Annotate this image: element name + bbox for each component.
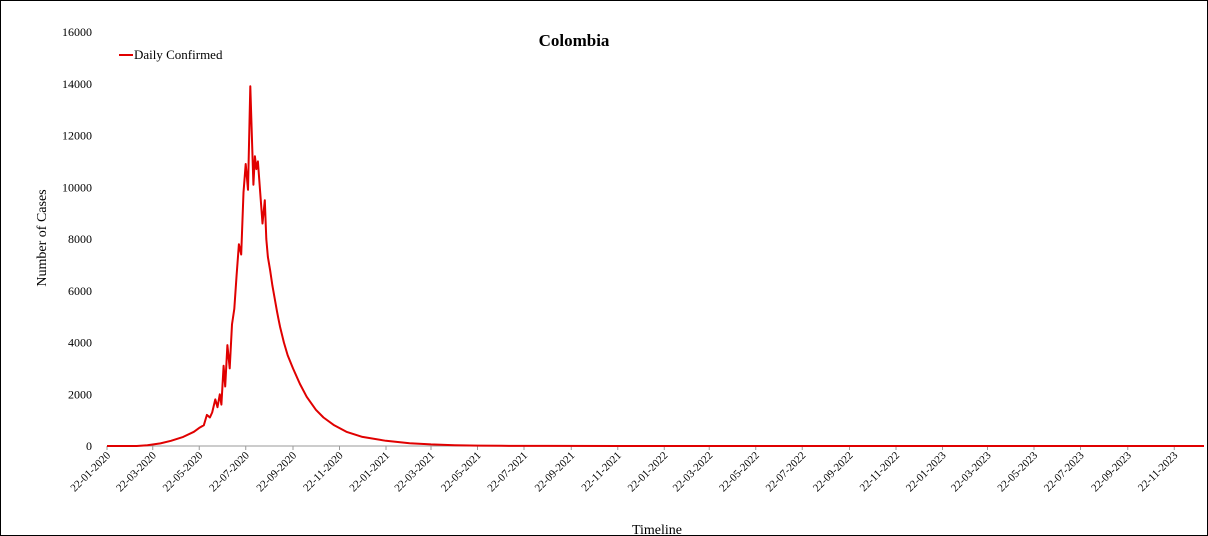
x-tick-label: 22-05-2020	[161, 449, 206, 494]
y-tick-label: 10000	[62, 180, 92, 194]
y-tick-label: 12000	[62, 129, 92, 143]
x-tick-label: 22-11-2020	[301, 449, 346, 494]
y-tick-label: 8000	[68, 232, 92, 246]
x-tick-label: 22-05-2022	[717, 450, 762, 495]
x-tick-label: 22-03-2023	[949, 449, 994, 494]
x-axis-label: Timeline	[632, 523, 682, 536]
chart-title: Colombia	[539, 31, 610, 50]
x-tick-label: 22-07-2023	[1042, 449, 1087, 494]
x-tick-label: 22-07-2022	[764, 450, 809, 495]
x-tick-label: 22-01-2021	[347, 450, 392, 495]
y-tick-label: 4000	[68, 336, 92, 350]
x-tick-label: 22-05-2023	[995, 449, 1040, 494]
series-line-daily-confirmed	[107, 85, 1204, 447]
x-tick-label: 22-07-2020	[207, 449, 252, 494]
x-tick-label: 22-11-2022	[858, 450, 902, 494]
y-tick-label: 6000	[68, 284, 92, 298]
x-tick-label: 22-03-2021	[392, 450, 437, 495]
x-tick-label: 22-03-2020	[114, 449, 159, 494]
y-tick-label: 2000	[68, 387, 92, 401]
x-tick-label: 22-01-2020	[68, 449, 113, 494]
x-tick-label: 22-09-2020	[254, 449, 299, 494]
x-tick-label: 22-01-2023	[904, 449, 949, 494]
x-tick-label: 22-11-2023	[1136, 449, 1181, 494]
y-tick-label: 0	[86, 439, 92, 453]
y-tick-label: 14000	[62, 77, 92, 91]
x-tick-label: 22-11-2021	[579, 450, 623, 494]
x-tick-label: 22-09-2021	[533, 450, 578, 495]
legend-label: Daily Confirmed	[134, 47, 223, 62]
y-tick-label: 16000	[62, 25, 92, 39]
x-tick-label: 22-09-2022	[811, 450, 856, 495]
y-axis-label: Number of Cases	[35, 189, 50, 286]
x-tick-label: 22-01-2022	[626, 450, 671, 495]
x-tick-label: 22-05-2021	[439, 450, 484, 495]
x-tick-label: 22-03-2022	[671, 450, 716, 495]
legend: Daily Confirmed	[119, 47, 223, 62]
x-tick-label: 22-07-2021	[485, 450, 530, 495]
x-tick-label: 22-09-2023	[1089, 449, 1134, 494]
